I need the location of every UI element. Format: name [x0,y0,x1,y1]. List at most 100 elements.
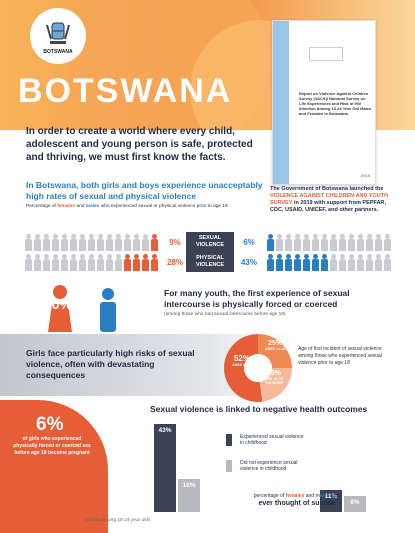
bar-value-label: 16% [182,482,196,490]
person-figure-icon [383,254,391,272]
person-figure-icon [87,254,95,272]
botswana-coat-of-arms-logo: BOTSWANA [30,8,86,64]
person-figure-icon [374,254,382,272]
person-figure-icon [329,254,337,272]
logo-caption: BOTSWANA [43,49,73,55]
person-figure-icon [320,234,328,252]
person-figure-icon [60,234,68,252]
government-note: The Government of Botswana launched the … [270,186,389,213]
person-figure-icon [24,254,32,272]
age-donut-note: Age of first incident of sexual violence… [298,346,382,366]
physical-violence-label: PHYSICAL VIOLENCE [186,252,234,272]
physical-female-pct: 28% [166,257,183,267]
forced-sex-female-pct: 10% [44,296,73,312]
bar [344,495,366,512]
person-figure-icon [356,254,364,272]
donut-label-14-15: 25% AGES 14-15 [265,340,285,351]
page-title: BOTSWANA [18,72,233,110]
person-figure-icon [347,254,355,272]
person-figure-icon [365,254,373,272]
donut-label-13-younger: 23% AGE 13 OR YOUNGER [264,370,284,385]
person-figure-icon [69,254,77,272]
female-figures-sexual [24,234,159,252]
legend-experienced: Experienced sexual violence in childhood [226,434,306,446]
person-figure-icon [266,254,274,272]
bar [178,479,200,512]
forced-sex-figures [48,285,116,332]
physical-male-pct: 43% [240,257,257,267]
sexual-female-pct: 9% [169,237,181,247]
report-cover: Report on Violence Against Children Surv… [272,20,376,185]
legend-not-experienced: Did not experience sexual violence in ch… [226,460,306,472]
person-figure-icon [78,254,86,272]
person-figure-icon [275,254,283,272]
forced-sex-note: (among those who had sexual intercourse … [164,312,286,317]
footer-note: All data among 18-24 year olds [84,518,151,523]
bar [320,489,342,512]
person-figure-icon [114,234,122,252]
male-figure-head [102,288,114,300]
person-figure-icon [42,234,50,252]
person-figure-icon [105,234,113,252]
female-figures-physical [24,254,159,272]
person-figure-icon [374,234,382,252]
person-figure-icon [114,254,122,272]
coat-of-arms-icon [46,22,70,44]
person-figure-icon [24,234,32,252]
person-figure-icon [356,234,364,252]
person-figure-icon [150,234,158,252]
person-figure-icon [338,254,346,272]
person-figure-icon [132,254,140,272]
person-figure-icon [302,254,310,272]
person-figure-icon [123,234,131,252]
bar-value-label: 11% [324,492,338,500]
bar [154,424,176,512]
person-figure-icon [51,234,59,252]
pregnancy-panel [0,400,108,533]
suicide-caption: percentage of females and males who ever… [253,493,341,507]
person-figure-icon [141,254,149,272]
report-cover-year: 2019 [361,173,370,178]
person-figure-icon [311,234,319,252]
person-figure-icon [293,234,301,252]
donut-hole [244,354,272,382]
male-figures-sexual [266,234,392,252]
person-figure-icon [302,234,310,252]
male-figures-physical [266,254,392,272]
female-figure-body [48,304,72,332]
person-figure-icon [150,254,158,272]
report-cover-title: Report on Violence Against Children Surv… [299,91,372,116]
section-violence-heading: In Botswana, both girls and boys experie… [26,180,263,201]
person-figure-icon [105,254,113,272]
bar-value-label: 8% [350,498,360,506]
forced-sex-male-pct: 2% [121,300,130,306]
person-figure-icon [96,254,104,272]
girls-risk-heading: Girls face particularly high risks of se… [26,348,195,380]
person-figure-icon [347,234,355,252]
report-cover-band [273,21,289,184]
sexual-violence-label: SEXUAL VIOLENCE [186,232,234,252]
person-figure-icon [365,234,373,252]
pregnancy-pct: 6% [36,414,64,435]
person-figure-icon [320,254,328,272]
person-figure-icon [141,234,149,252]
donut-slice [259,368,292,402]
person-figure-icon [311,254,319,272]
person-figure-icon [293,254,301,272]
age-donut-chart [224,334,292,402]
person-figure-icon [338,234,346,252]
donut-label-16-17: 52% AGES 16-17 [232,354,252,367]
section-violence-note: Percentage of females and males who expe… [26,204,228,209]
person-figure-icon [96,234,104,252]
person-figure-icon [132,234,140,252]
pregnancy-text: of girls who experienced physically forc… [13,436,91,456]
sexual-male-pct: 6% [243,237,255,247]
person-figure-icon [69,234,77,252]
person-figure-icon [329,234,337,252]
person-figure-icon [123,254,131,272]
person-figure-icon [51,254,59,272]
person-figure-icon [266,234,274,252]
person-figure-icon [284,234,292,252]
report-cover-seal [309,47,343,61]
person-figure-icon [383,234,391,252]
